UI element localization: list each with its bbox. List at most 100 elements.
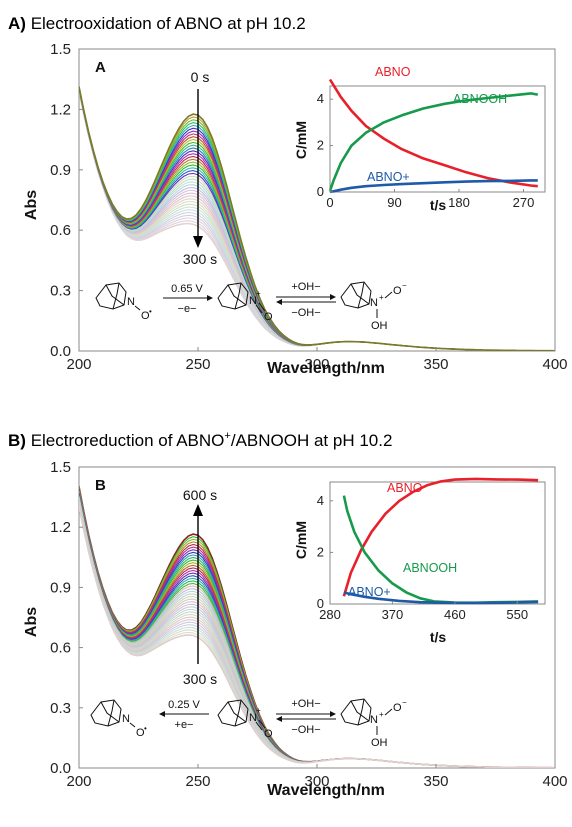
panel-a-x-axis-label: Wavelength/nm [267, 360, 385, 377]
panel-a-inset-frame [329, 85, 546, 193]
panel-a-inset-x-axis-label: t/s [430, 197, 447, 213]
panel-b-x-tick-label: 350 [423, 773, 448, 790]
panel-b-inset-label-abnooh: ABNOOH [403, 561, 457, 575]
abno-plus-molecule-a [217, 282, 266, 314]
panel-b-x-tick-label: 300 [304, 773, 329, 790]
panel-b-title: B) Electroreduction of ABNO+/ABNOOH at p… [8, 430, 392, 450]
panel-b-inset-series [342, 477, 539, 605]
panel-a-letter: A [95, 59, 106, 76]
panel-a-title: A) Electrooxidation of ABNO at pH 10.2 [8, 14, 306, 33]
panel-a-inset-y-tick-label: 0 [317, 184, 324, 199]
hydroxide-remove-label-b: −OH− [291, 724, 320, 736]
panel-b-inset-x-ticks: 280 370 460 550 [319, 601, 528, 622]
panel-b-y-tick-label: 1.5 [50, 459, 71, 476]
panel-a-inset-x-tick-label: 270 [513, 195, 535, 210]
abno-plus-oxygen-a: O [264, 311, 273, 323]
abno-oxygen-a: O [141, 310, 150, 322]
panel-a-spectra-chart: 200 250 300 350 400 0.00.30.60.91.21.5 Wavel… [23, 41, 568, 377]
abnooh-hydroxyl-a: OH [371, 320, 388, 332]
panel-b-inset-y-tick-label: 2 [317, 544, 324, 559]
panel-a-x-tick-label: 400 [542, 356, 567, 373]
panel-a-spectra [79, 86, 555, 351]
abnooh-oxygen-b: O [393, 702, 402, 714]
panel-b-letter: B [95, 477, 106, 494]
panel-a-x-ticks: 200 250 300 350 400 [66, 347, 568, 373]
abnooh-nitrogen-b: N [370, 714, 378, 726]
panel-b-time-arrowhead [193, 504, 203, 516]
abno-molecule-b [90, 699, 122, 727]
panel-b-inset-y-ticks: 0 2 4 [317, 493, 333, 611]
abnooh-charge-b: + [379, 710, 384, 719]
panel-a-y-tick-label: 0.9 [50, 162, 71, 179]
panel-b-spectra-chart: 200 250 300 350 400 0.0 0.3 0.6 0.9 1.2 1.5 Wavel… [23, 459, 568, 799]
panel-a-reaction-scheme: N O • 0.65 V −e− N + O +OH− −OH− [95, 281, 407, 332]
hydroxide-add-label-a: +OH− [291, 281, 320, 293]
panel-a-x-tick-label: 250 [185, 356, 210, 373]
panel-b-inset-y-tick-label: 4 [317, 493, 324, 508]
panel-b-x-axis-label: Wavelength/nm [267, 782, 385, 799]
panel-a-y-axis-label: Abs [23, 190, 40, 220]
panel-a-inset-y-axis-label: C/mM [293, 121, 309, 159]
panel-b-y-tick-label: 0.3 [50, 700, 71, 717]
panel-b-inset-x-tick-label: 280 [319, 607, 341, 622]
abnooh-oxygen-charge-b: − [402, 698, 407, 707]
oxidation-electron: −e− [178, 303, 197, 315]
panel-b-inset-x-tick-label: 370 [382, 607, 404, 622]
panel-a-inset-y-tick-label: 4 [317, 91, 324, 106]
panel-b-x-tick-label: 200 [66, 773, 91, 790]
panel-a-x-tick-label: 350 [423, 356, 448, 373]
panel-b-reaction-scheme: N O • 0.25 V +e− N + O +OH− −OH− [90, 698, 407, 749]
panel-a-inset-x-tick-label: 90 [387, 195, 401, 210]
panel-b-inset-label-abno: ABNO [387, 481, 423, 495]
panel-a-y-tick-label: 0.0 [50, 343, 71, 360]
hydroxide-add-label-b: +OH− [291, 698, 320, 710]
abnooh-oxygen-charge-a: − [402, 281, 407, 290]
panel-b-x-tick-label: 250 [185, 773, 210, 790]
panel-b-x-tick-label: 400 [542, 773, 567, 790]
panel-a-y-tick-label: 1.5 [50, 41, 71, 58]
abno-plus-charge-b: + [256, 706, 261, 715]
panel-a-inset-label-abno: ABNO [375, 65, 411, 79]
panel-b-inset-label-abno-plus: ABNO+ [348, 585, 391, 599]
panel-b-inset-x-tick-label: 460 [444, 607, 466, 622]
abno-plus-nitrogen-b: N [249, 712, 257, 724]
panel-a-y-ticks: 0.0 0.3 0.6 0.9 1.2 1.5 [50, 41, 83, 360]
panel-b-inset-y-tick-label: 0 [317, 596, 324, 611]
panel-a-inset-label-abnooh: ABNOOH [453, 92, 507, 106]
panel-b-y-tick-label: 0.0 [50, 760, 71, 777]
abno-nitrogen-b: N [122, 713, 130, 725]
panel-a-y-tick-label: 0.6 [50, 222, 71, 239]
panel-a-x-tick-label: 300 [304, 356, 329, 373]
panel-a-spectrum-1 [79, 86, 555, 351]
panel-b-y-tick-label: 0.6 [50, 640, 71, 657]
panel-b-spectrum-1 [79, 506, 555, 768]
panel-a-inset-series-abnooh [328, 92, 539, 192]
abnooh-molecule-b [340, 698, 393, 735]
panel-a-end-time-label: 300 s [183, 251, 217, 267]
panel-a-time-arrowhead [193, 236, 203, 248]
abnooh-molecule-a [340, 281, 393, 318]
abnooh-hydroxyl-b: OH [371, 737, 388, 749]
panel-a-x-tick-label: 200 [66, 356, 91, 373]
hydroxide-remove-label-a: −OH− [291, 307, 320, 319]
abno-plus-oxygen-b: O [264, 728, 273, 740]
abno-plus-charge-a: + [256, 289, 261, 298]
abno-plus-molecule-b [217, 699, 266, 731]
panel-b-y-ticks: 0.0 0.3 0.6 0.9 1.2 1.5 [50, 459, 83, 777]
panel-b-inset-x-axis-label: t/s [430, 629, 447, 645]
panel-b-y-tick-label: 1.2 [50, 519, 71, 536]
panel-a-inset-series [328, 78, 539, 194]
panel-a-inset-chart: 0 90 180 270 0 2 4 t/s C/mM ABNO ABNOOH ABNO+ [293, 53, 551, 214]
panel-b-inset-y-axis-label: C/mM [293, 521, 309, 559]
abnooh-charge-a: + [379, 293, 384, 302]
panel-a-inset-y-tick-label: 2 [317, 138, 324, 153]
panel-b-y-axis-label: Abs [23, 607, 40, 637]
reduction-electron: +e− [175, 719, 194, 731]
panel-b-end-time-label: 600 s [183, 487, 217, 503]
panel-a-inset-background [304, 53, 551, 214]
panel-a-start-time-label: 0 s [191, 69, 210, 85]
panel-b-inset-series-abno-plus [343, 591, 539, 605]
panel-a-inset-x-tick-label: 180 [448, 195, 470, 210]
abnooh-nitrogen-a: N [370, 297, 378, 309]
